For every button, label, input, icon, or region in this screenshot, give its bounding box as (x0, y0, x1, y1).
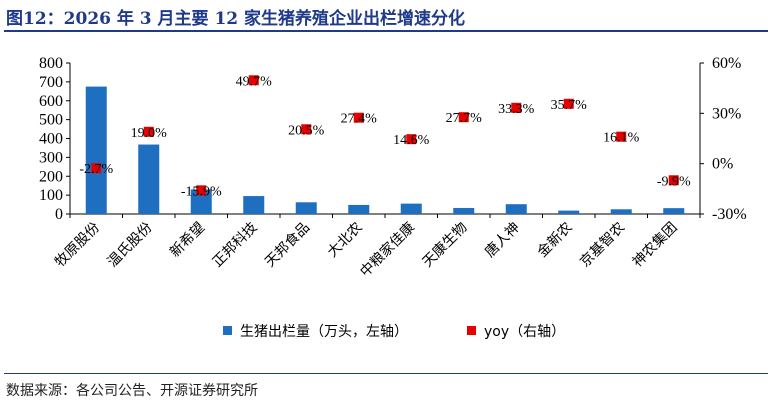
category-label: 大北农 (325, 220, 366, 261)
source-note: 数据来源：各公司公告、开源证券研究所 (6, 383, 258, 399)
yoy-data-label: 49.7% (236, 74, 273, 89)
left-axis-tick-label: 300 (39, 149, 63, 166)
yoy-data-label: 27.7% (446, 111, 483, 126)
yoy-data-label: 20.5% (288, 123, 325, 138)
title-divider (4, 30, 768, 32)
left-axis-tick-label: 500 (39, 112, 63, 129)
yoy-marker (616, 131, 627, 142)
yoy-marker (91, 163, 102, 174)
yoy-marker (406, 134, 417, 145)
bar (85, 86, 107, 214)
yoy-data-label: -9.9% (657, 174, 691, 189)
yoy-marker (301, 124, 312, 135)
legend-yoy-swatch (467, 326, 476, 335)
yoy-marker (353, 112, 364, 123)
bar (453, 207, 475, 214)
left-axis-tick-label: 0 (55, 206, 63, 223)
yoy-data-label: 16.1% (603, 131, 640, 146)
right-axis-tick-label: 0% (712, 156, 733, 173)
yoy-data-label: 33.3% (498, 102, 535, 117)
category-label: 牧原股份 (52, 220, 103, 271)
bar (505, 204, 527, 214)
footer-divider (4, 373, 768, 374)
bar (190, 189, 212, 214)
yoy-marker (143, 126, 154, 137)
right-axis-tick-label: 30% (712, 105, 741, 122)
left-axis-tick-label: 700 (39, 74, 63, 91)
category-label: 正邦科技 (210, 220, 261, 271)
yoy-marker (511, 102, 522, 113)
bar-series (85, 86, 685, 214)
yoy-marker (668, 175, 679, 186)
left-axis-tick-label: 200 (39, 168, 63, 185)
bar (348, 204, 370, 214)
bar (558, 210, 580, 214)
yoy-marker (563, 98, 574, 109)
right-axis-tick-label: 60% (712, 55, 741, 72)
left-axis-tick-label: 100 (39, 187, 63, 204)
yoy-data-label: 14.6% (393, 133, 430, 148)
yoy-data-label: 35.7% (551, 98, 588, 113)
right-axis-tick-label: -30% (712, 206, 747, 223)
bar (138, 144, 160, 214)
category-label: 神农集团 (629, 219, 681, 271)
data-labels: -2.7% 19.0% -15.9% 49.7% 20.5% 27.4% 14.6% 27.7… (79, 74, 691, 199)
figure-title: 图12：2026 年 3 月主要 12 家生猪养殖企业出栏增速分化 (6, 9, 466, 29)
category-label: 京基智农 (576, 219, 628, 271)
yoy-marker (196, 185, 207, 196)
left-axis-tick-label: 400 (39, 131, 63, 148)
yoy-data-label: -15.9% (181, 184, 222, 199)
category-label: 金新农 (535, 220, 576, 261)
legend-bar-swatch (223, 326, 232, 335)
bar (400, 203, 422, 214)
left-axis-tick-label: 800 (39, 55, 63, 72)
category-label: 唐人神 (481, 219, 523, 261)
bar (243, 196, 265, 214)
yoy-data-label: 27.4% (341, 112, 378, 127)
left-axis-tick-label: 600 (39, 93, 63, 110)
category-label: 天康生物 (419, 219, 471, 271)
bar (610, 209, 632, 214)
legend-yoy-label: yoy（右轴） (484, 324, 565, 340)
bar (295, 202, 317, 214)
legend-bar-label: 生猪出栏量（万头，左轴） (240, 324, 408, 340)
yoy-data-label: -2.7% (79, 162, 113, 177)
category-label: 中粮家佳康 (357, 219, 419, 281)
category-label: 天邦食品 (261, 219, 313, 271)
yoy-series (91, 75, 679, 196)
yoy-marker (248, 75, 259, 86)
yoy-data-label: 19.0% (131, 126, 168, 141)
bar (663, 208, 685, 214)
category-label: 温氏股份 (105, 220, 156, 271)
category-label: 新希望 (167, 220, 208, 261)
yoy-marker (458, 112, 469, 123)
legend: 生猪出栏量（万头，左轴） yoy（右轴） (223, 324, 565, 340)
